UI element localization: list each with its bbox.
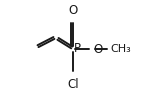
Text: CH₃: CH₃ bbox=[110, 44, 131, 54]
Text: O: O bbox=[93, 43, 102, 56]
Text: Cl: Cl bbox=[67, 78, 79, 91]
Text: O: O bbox=[68, 4, 78, 17]
Text: P: P bbox=[74, 42, 81, 55]
